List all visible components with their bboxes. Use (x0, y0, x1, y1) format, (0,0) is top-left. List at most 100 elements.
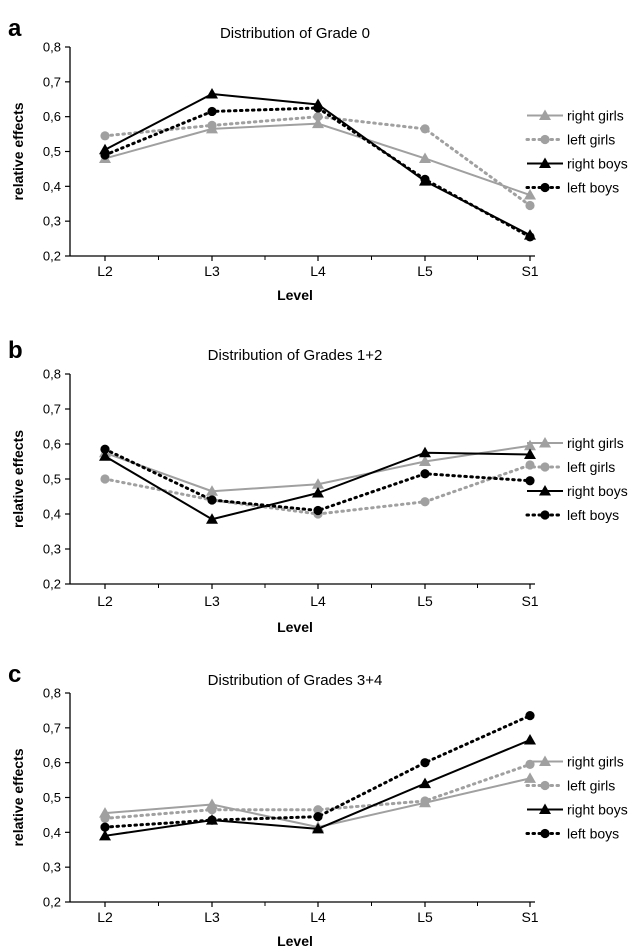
data-point (313, 805, 323, 815)
y-tick-label: 0,8 (43, 40, 61, 55)
data-point (420, 497, 430, 507)
x-tick-label: L3 (204, 909, 220, 925)
data-point (207, 815, 217, 825)
x-tick-label: L3 (204, 263, 220, 279)
data-point (100, 822, 110, 832)
y-tick-label: 0,8 (43, 367, 61, 382)
legend-item: left girls (525, 132, 615, 148)
series-line (103, 714, 532, 829)
x-tick-label: S1 (521, 263, 538, 279)
series-right-girls (99, 439, 536, 496)
legend-label: right boys (567, 156, 628, 172)
series-right-boys (99, 446, 536, 524)
series-left-boys (100, 711, 535, 832)
y-tick-label: 0,7 (43, 74, 61, 89)
legend-item: right boys (527, 156, 628, 172)
data-point (420, 174, 430, 184)
legend-marker (540, 510, 550, 520)
x-tick-label: L4 (310, 263, 326, 279)
legend-item: right girls (527, 435, 624, 451)
legend-label: left girls (567, 778, 615, 794)
x-axis-label: Level (277, 287, 313, 303)
y-tick-label: 0,7 (43, 720, 61, 735)
legend-label: left boys (567, 826, 619, 842)
data-point (313, 112, 323, 122)
chart-panel-a: a Distribution of Grade 0 0,2 0,3 0,4 0,5 0,6 0… (8, 15, 628, 303)
legend-marker (540, 462, 550, 472)
x-tick-label: L4 (310, 909, 326, 925)
legend-label: right girls (567, 108, 624, 124)
data-point (419, 777, 431, 789)
legend-label: left boys (567, 180, 619, 196)
series-left-girls (100, 112, 535, 211)
legend-label: right girls (567, 754, 624, 770)
data-point (312, 117, 324, 129)
data-point (420, 758, 430, 768)
legend-item: right boys (527, 802, 628, 818)
data-point (419, 455, 431, 466)
legend-marker (539, 485, 551, 496)
data-point (420, 796, 430, 806)
y-tick-label: 0,6 (43, 437, 61, 452)
legend-marker (539, 109, 551, 120)
data-point (419, 152, 431, 163)
data-point (206, 88, 218, 99)
y-tick-label: 0,8 (43, 686, 61, 701)
legend-marker (539, 437, 551, 448)
y-tick-label: 0,3 (43, 214, 61, 229)
data-point (420, 469, 430, 479)
x-tick-label: L5 (417, 909, 433, 925)
data-point (100, 444, 110, 454)
data-point (524, 448, 536, 459)
y-tick-label: 0,5 (43, 472, 61, 487)
data-point (207, 805, 217, 815)
x-tick-label: L4 (310, 593, 326, 609)
y-tick-label: 0,2 (43, 249, 61, 264)
y-tick-label: 0,3 (43, 542, 61, 557)
legend-label: left girls (567, 459, 615, 475)
x-tick-label: S1 (521, 909, 538, 925)
data-point (524, 439, 536, 451)
x-axis-label: Level (277, 619, 313, 635)
data-point (99, 450, 111, 461)
legend-item: left boys (525, 507, 619, 523)
x-tick-label: L3 (204, 593, 220, 609)
legend-marker (539, 157, 551, 168)
legend-marker (540, 780, 550, 791)
series-line (104, 739, 531, 837)
data-point (100, 813, 110, 824)
legend-item: left boys (525, 826, 619, 842)
data-point (100, 150, 110, 160)
chart-panel-c: c Distribution of Grades 3+4 0,2 0,3 0,4 0,5 0… (8, 661, 628, 949)
data-point (524, 772, 536, 783)
y-axis-label: relative effects (10, 748, 26, 846)
y-tick-label: 0,7 (43, 402, 61, 417)
legend-marker (539, 803, 551, 814)
x-tick-label: L5 (417, 593, 433, 609)
chart-panel-b: b Distribution of Grades 1+2 0,2 0,3 0,4 0,5 0… (8, 337, 628, 635)
data-point (313, 103, 323, 113)
data-point (420, 124, 430, 134)
legend-label: left boys (567, 507, 619, 523)
legend-label: right girls (567, 435, 624, 451)
y-axis-label: relative effects (10, 102, 26, 200)
legend-marker (540, 182, 550, 193)
chart-title: Distribution of Grades 3+4 (208, 672, 383, 689)
data-point (525, 476, 535, 486)
data-point (313, 812, 323, 822)
legend-marker (539, 755, 551, 766)
legend-item: right girls (527, 754, 624, 770)
legend-item: right girls (527, 108, 624, 124)
y-tick-label: 0,4 (43, 825, 61, 840)
data-point (525, 232, 535, 242)
y-tick-label: 0,6 (43, 109, 61, 124)
data-point (313, 505, 323, 516)
panel-letter: b (8, 337, 23, 364)
y-tick-label: 0,2 (43, 577, 61, 592)
data-point (207, 495, 217, 505)
series-right-boys (99, 734, 536, 841)
chart-title: Distribution of Grades 1+2 (208, 347, 383, 364)
y-tick-label: 0,5 (43, 144, 61, 159)
data-point (100, 474, 110, 484)
legend-label: left girls (567, 132, 615, 148)
